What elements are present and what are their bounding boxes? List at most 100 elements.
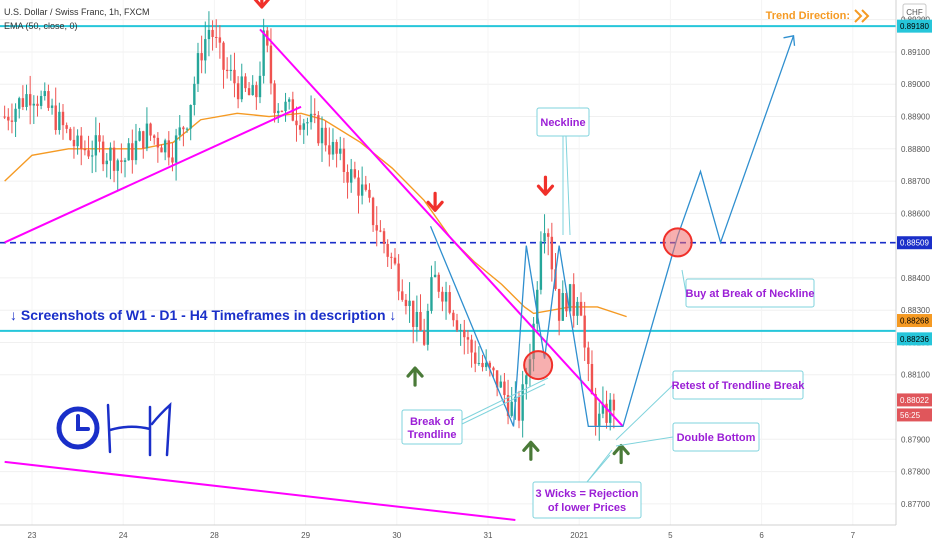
candle-body [72,139,76,147]
candle-body [83,148,87,151]
callout-connector [461,383,546,425]
symbol-title: U.S. Dollar / Swiss Franc, 1h, FXCM [4,7,150,17]
x-tick-label: 2021 [570,531,588,540]
neckline-label: Neckline [540,117,585,129]
falling-trendline[interactable] [259,28,624,428]
candle-body [215,36,218,38]
x-tick-label: 24 [119,531,128,540]
candle-body [503,381,506,396]
candle-body [335,141,338,154]
candle-body [415,311,419,327]
candle-body [371,197,375,226]
candle-body [94,135,98,156]
candle-body [397,263,400,292]
currency-badge-label: CHF [906,8,923,17]
y-tick-label: 0.87800 [901,468,930,477]
candle-body [65,125,68,129]
candle-body [43,91,46,97]
candle-body [174,135,178,163]
candle-body [357,177,360,196]
candle-body [273,83,276,114]
candle-body [287,99,291,102]
break-line1: Break of [410,416,454,428]
rising-trendline[interactable] [4,105,302,244]
candle-body [561,293,564,321]
candle-body [233,69,236,84]
candle-body [379,230,382,232]
candle-body [171,157,174,163]
candle-body [207,29,211,40]
candle-body [280,110,284,112]
lower-trendline[interactable] [4,460,516,521]
candle-body [565,293,568,312]
price-tag: 0.88236 [897,332,932,346]
trend-direction: Trend Direction: [766,9,870,23]
candle-body [87,150,90,157]
candle-body [576,301,579,316]
timeframe-drawing: H1 [106,402,172,457]
candle-body [123,160,127,162]
bottom-arrow-1 [406,366,424,387]
pattern-arrowhead [783,35,796,46]
price-tag-label: 0.88268 [900,317,929,326]
candle-body [430,277,433,311]
x-tick-label: 29 [301,531,310,540]
candle-body [339,148,342,154]
candle-body [521,384,524,421]
price-tag: 0.88022 [897,393,932,407]
candle-body [149,123,152,136]
time-axis[interactable]: 23 24 28 29 30 31 2021 5 6 7 [0,524,896,540]
candle-body [477,362,481,364]
callout-connector [461,377,549,421]
indicator-legend: EMA (50, close, 0) [4,21,78,31]
y-tick-label: 0.89100 [901,48,930,57]
candle-body [167,140,170,158]
candle-body [204,39,207,61]
candle-body [306,122,309,124]
candle-body [474,352,477,364]
price-tag-label: 0.88236 [900,335,929,344]
candle-body [225,69,229,72]
candle-body [134,140,138,161]
price-tag: 0.88268 [897,314,932,328]
candle-body [572,284,575,316]
candle-body [251,85,254,96]
x-tick-label: 6 [759,531,764,540]
candle-body [153,135,156,138]
candle-body [601,403,605,414]
price-tag: 56:25 [897,408,932,422]
candle-body [382,231,386,244]
candle-body [499,381,502,388]
candle-body [386,243,389,257]
price-tag-label: 0.88509 [900,239,929,248]
x-tick-label: 5 [668,531,673,540]
candle-body [229,69,233,72]
price-tag-label: 56:25 [900,411,921,420]
candle-body [375,225,378,231]
pattern-path[interactable] [429,35,795,428]
candle-body [481,362,484,368]
candle-body [364,184,367,190]
candle-body [138,131,141,141]
candle-body [193,83,196,105]
candle-body [105,160,108,165]
currency-badge[interactable] [902,3,927,20]
candle-body [546,233,550,237]
top-arrow-1 [253,0,271,9]
candle-body [10,120,14,122]
x-tick-label: 30 [392,531,401,540]
candle-body [244,76,247,89]
candle-body [612,399,616,411]
candle-body [21,98,25,107]
y-tick-label: 0.87900 [901,435,930,444]
candle-body [393,257,397,264]
price-tag-label: 0.89180 [900,22,929,31]
price-axis[interactable]: CHF 0.892000.891000.890000.889000.888000… [895,0,930,525]
three-wicks-line2: of lower Prices [548,502,626,514]
candle-body [50,105,54,108]
candle-body [360,184,364,196]
callout-connector [565,135,571,236]
candle-body [3,116,6,118]
candle-body [142,131,145,149]
